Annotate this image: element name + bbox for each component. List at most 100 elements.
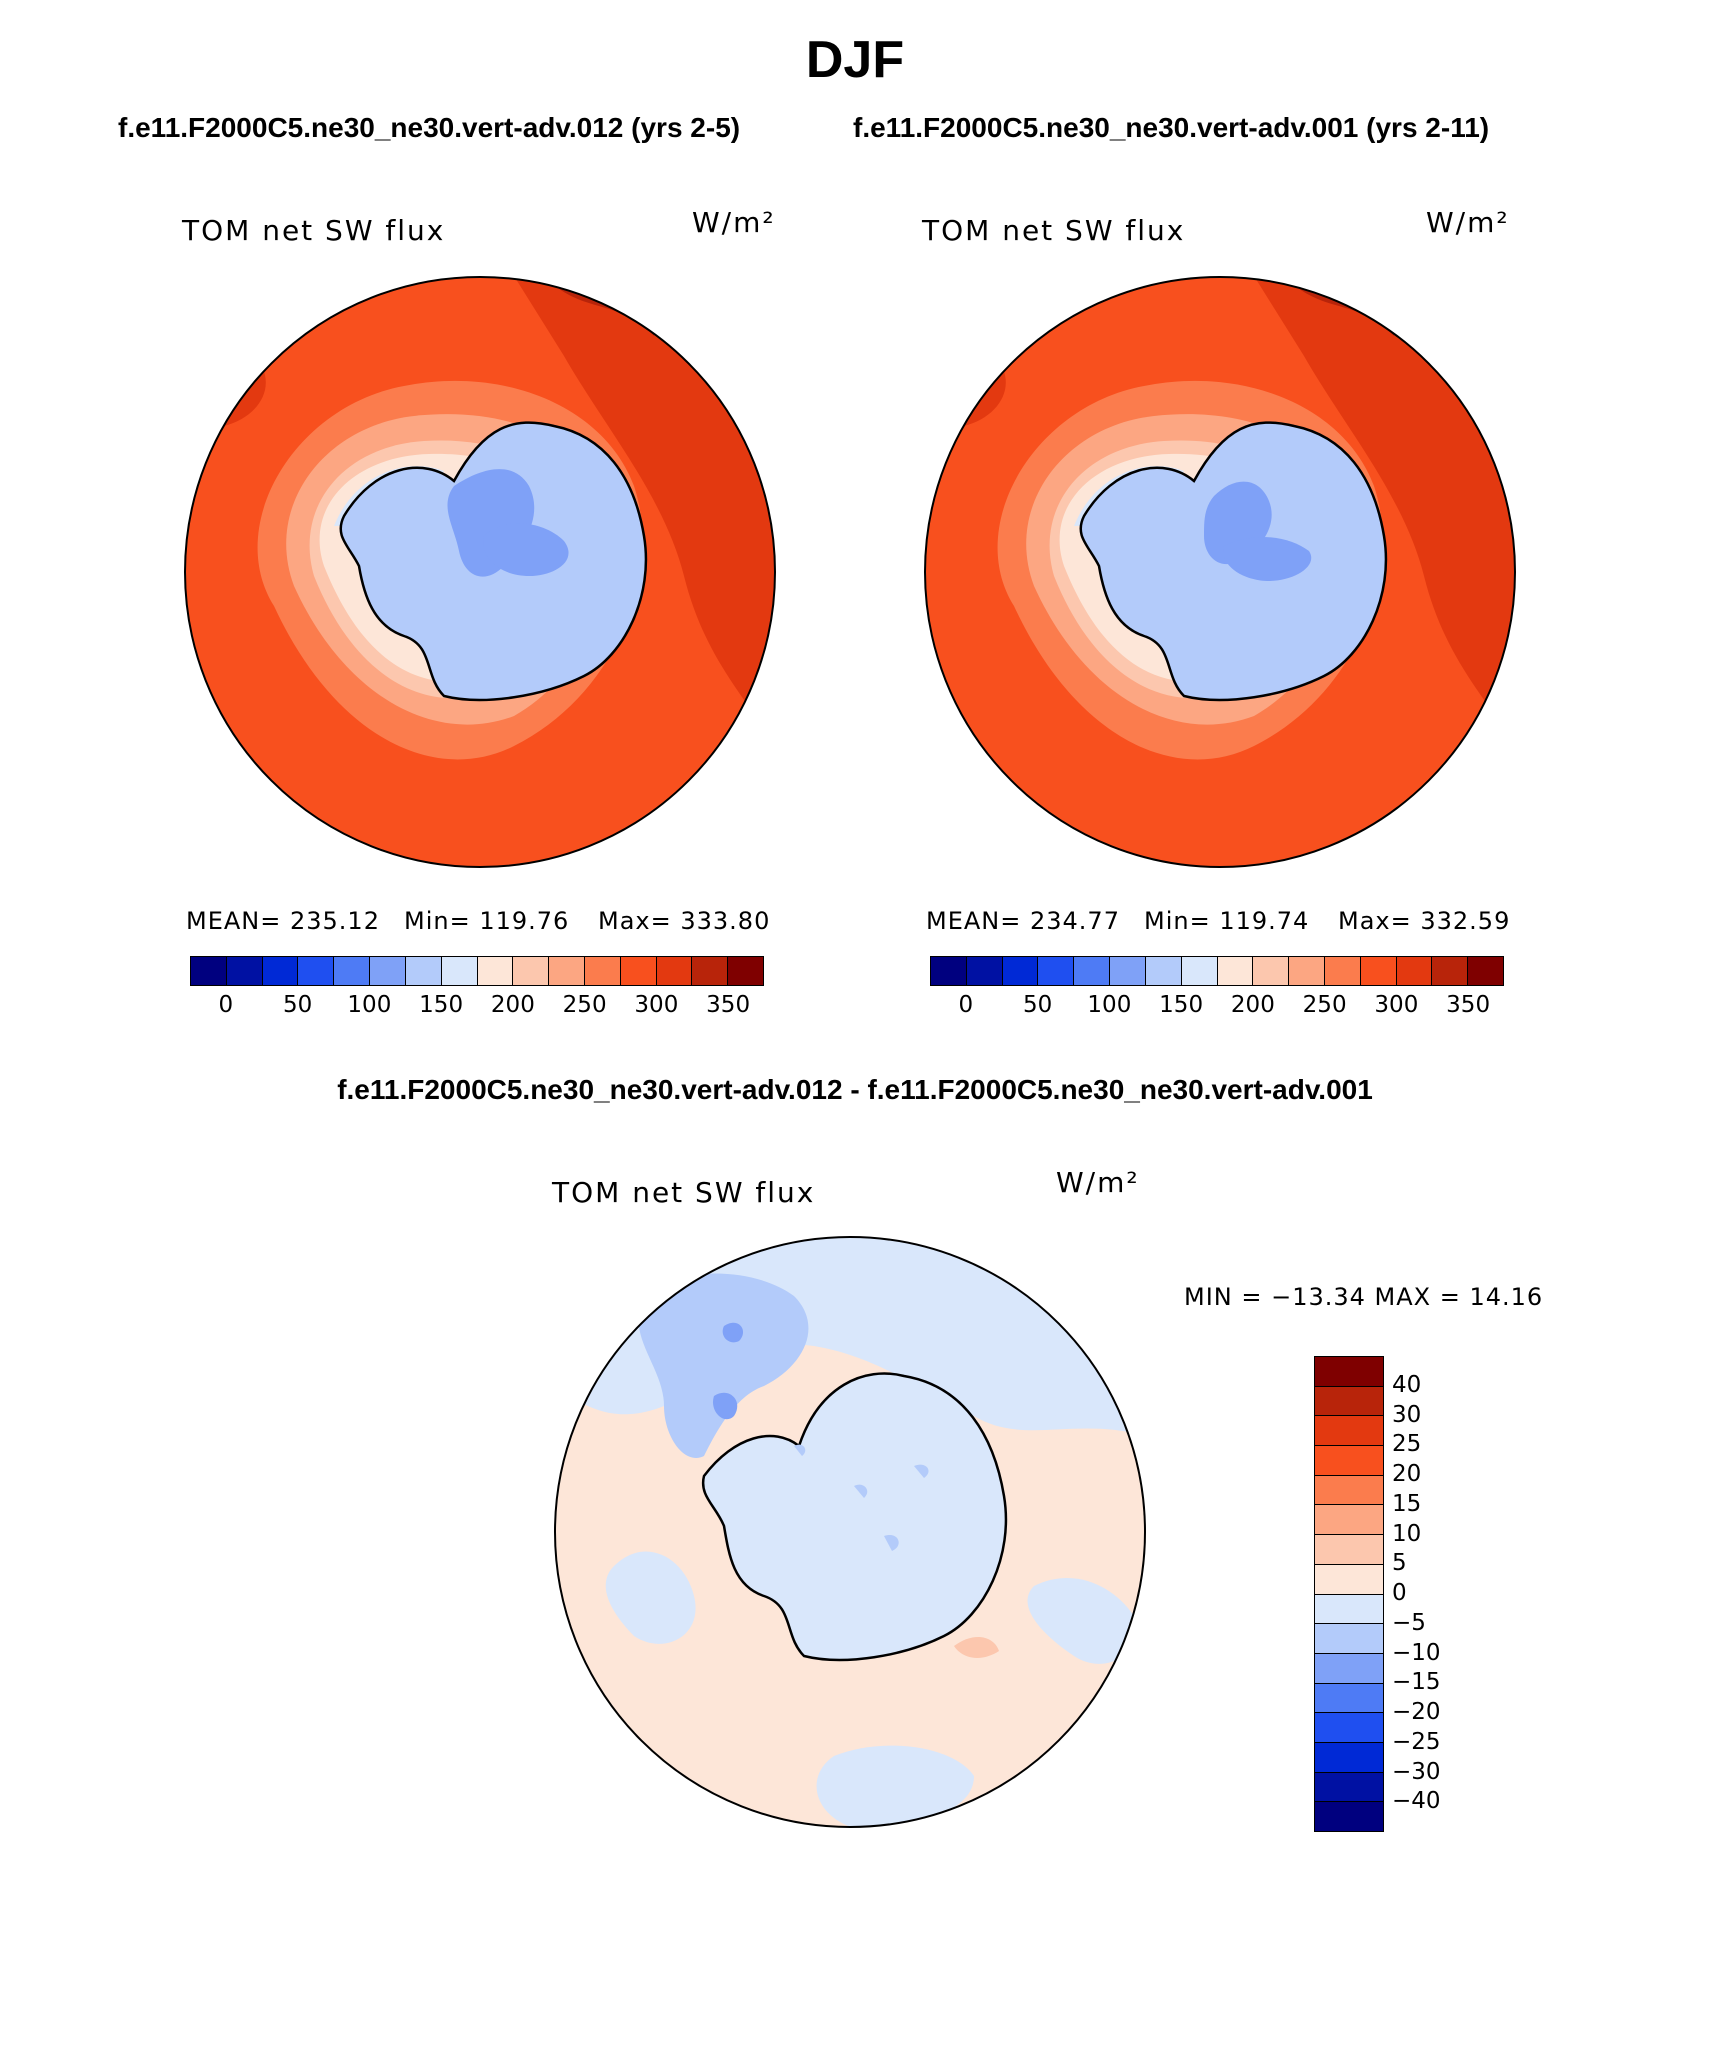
left-colorbar [190, 956, 764, 986]
colorbar-swatch [692, 957, 729, 985]
left-min-stat: Min= 119.76 [404, 907, 570, 935]
colorbar-swatch [1181, 957, 1218, 985]
colorbar-tick-label: −15 [1392, 1669, 1441, 1696]
colorbar-tick-label: 300 [1374, 992, 1419, 1018]
right-max-stat: Max= 332.59 [1338, 907, 1511, 935]
colorbar-swatch [1315, 1742, 1383, 1773]
right-colorbar-ticks: 0 50 100 150 200 250 300 350 [930, 992, 1504, 1022]
colorbar-swatch [298, 957, 335, 985]
colorbar-swatch [549, 957, 585, 985]
diff-variable-label: TOM net SW flux [552, 1176, 816, 1209]
colorbar-swatch [262, 957, 299, 985]
colorbar-tick-label: 250 [562, 992, 607, 1018]
colorbar-tick-label: 0 [1392, 1580, 1407, 1606]
colorbar-tick-label: 100 [347, 992, 392, 1018]
colorbar-swatch [1253, 957, 1290, 985]
colorbar-tick-label: 50 [282, 992, 313, 1018]
colorbar-tick-label: 150 [419, 992, 464, 1018]
colorbar-swatch [931, 957, 967, 985]
colorbar-tick-label: 200 [490, 992, 535, 1018]
colorbar-swatch [1315, 1386, 1383, 1417]
colorbar-swatch [1315, 1594, 1383, 1625]
colorbar-swatch [513, 957, 550, 985]
colorbar-swatch [405, 957, 442, 985]
colorbar-tick-label: −25 [1392, 1728, 1441, 1755]
colorbar-swatch [1432, 957, 1469, 985]
colorbar-swatch [191, 957, 227, 985]
colorbar-swatch [1315, 1446, 1383, 1476]
colorbar-tick-label: 50 [1022, 992, 1053, 1018]
colorbar-tick-label: 20 [1392, 1461, 1422, 1487]
colorbar-swatch [656, 957, 693, 985]
colorbar-swatch [1289, 957, 1325, 985]
difference-colorbar-ticks: 40 30 25 20 15 10 5 0 −5 −10 −15 −20 −25 −30 −40 [1392, 1356, 1482, 1832]
colorbar-swatch [477, 957, 514, 985]
right-polar-map [924, 276, 1516, 868]
left-run-title: f.e11.F2000C5.ne30_ne30.vert-adv.012 (yr… [118, 112, 741, 143]
difference-colorbar [1314, 1356, 1384, 1832]
colorbar-swatch [1315, 1713, 1383, 1743]
colorbar-tick-label: 100 [1087, 992, 1132, 1018]
colorbar-tick-label: 350 [706, 992, 751, 1018]
colorbar-tick-label: −20 [1392, 1699, 1441, 1725]
colorbar-tick-label: −10 [1392, 1639, 1441, 1666]
difference-polar-map [554, 1236, 1146, 1828]
colorbar-tick-label: 200 [1230, 992, 1275, 1018]
colorbar-tick-label: 30 [1392, 1401, 1422, 1428]
colorbar-swatch [1038, 957, 1075, 985]
left-units-label: W/m² [692, 206, 776, 239]
main-title: DJF [805, 31, 905, 89]
diff-minmax-stat: MIN = −13.34 MAX = 14.16 [1184, 1283, 1544, 1311]
colorbar-swatch [1315, 1535, 1383, 1565]
left-colorbar-ticks: 0 50 100 150 200 250 300 350 [190, 992, 764, 1022]
colorbar-tick-label: 25 [1392, 1431, 1422, 1458]
colorbar-tick-label: 0 [218, 992, 234, 1018]
colorbar-swatch [334, 957, 371, 985]
colorbar-swatch [1315, 1683, 1383, 1714]
colorbar-swatch [441, 957, 478, 985]
colorbar-tick-label: 250 [1302, 992, 1347, 1018]
colorbar-swatch [620, 957, 657, 985]
colorbar-swatch [1315, 1653, 1383, 1684]
colorbar-swatch [1145, 957, 1182, 985]
left-max-stat: Max= 333.80 [598, 907, 771, 935]
colorbar-swatch [1074, 957, 1111, 985]
colorbar-swatch [1217, 957, 1254, 985]
colorbar-tick-label: 15 [1392, 1490, 1422, 1517]
colorbar-swatch [1315, 1624, 1383, 1654]
colorbar-swatch [1315, 1357, 1383, 1387]
difference-title: f.e11.F2000C5.ne30_ne30.vert-adv.012 - f… [337, 1074, 1373, 1105]
colorbar-tick-label: −40 [1392, 1788, 1441, 1815]
right-min-stat: Min= 119.74 [1144, 907, 1310, 935]
colorbar-swatch [226, 957, 263, 985]
colorbar-swatch [1315, 1564, 1383, 1595]
colorbar-tick-label: −5 [1392, 1609, 1426, 1636]
colorbar-swatch [1315, 1416, 1383, 1447]
colorbar-swatch [1315, 1772, 1383, 1803]
right-run-title: f.e11.F2000C5.ne30_ne30.vert-adv.001 (yr… [853, 112, 1490, 143]
left-mean-stat: MEAN= 235.12 [186, 907, 380, 935]
right-variable-label: TOM net SW flux [922, 214, 1186, 247]
right-units-label: W/m² [1426, 206, 1510, 239]
colorbar-swatch [584, 957, 621, 985]
colorbar-tick-label: −30 [1392, 1758, 1441, 1785]
colorbar-tick-label: 40 [1392, 1371, 1422, 1398]
colorbar-swatch [1315, 1475, 1383, 1506]
colorbar-tick-label: 5 [1392, 1550, 1407, 1577]
colorbar-swatch [1468, 957, 1503, 985]
colorbar-tick-label: 150 [1159, 992, 1204, 1018]
colorbar-swatch [1324, 957, 1361, 985]
left-variable-label: TOM net SW flux [182, 214, 446, 247]
colorbar-swatch [1315, 1505, 1383, 1536]
colorbar-swatch [1110, 957, 1146, 985]
left-polar-map [184, 276, 776, 868]
colorbar-swatch [1396, 957, 1433, 985]
colorbar-swatch [1360, 957, 1397, 985]
right-colorbar [930, 956, 1504, 986]
colorbar-tick-label: 300 [634, 992, 679, 1018]
colorbar-swatch [370, 957, 406, 985]
diff-units-label: W/m² [1056, 1166, 1140, 1199]
colorbar-swatch [1002, 957, 1039, 985]
colorbar-swatch [728, 957, 763, 985]
right-mean-stat: MEAN= 234.77 [926, 907, 1120, 935]
